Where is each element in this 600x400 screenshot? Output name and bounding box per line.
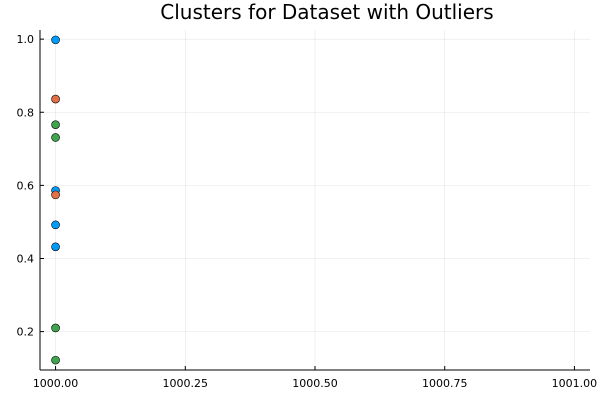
axes: 1000.00 1000.25 1000.50 1000.75 1001.00 0.2 0.… [17, 30, 598, 390]
x-tick-label-3: 1000.75 [422, 377, 468, 390]
data-point-series-1-1 [51, 190, 60, 200]
data-point-series-2-0 [51, 120, 60, 129]
grid [40, 30, 590, 370]
series-1 [51, 94, 60, 200]
chart-title: Clusters for Dataset with Outliers [160, 0, 493, 24]
data-point-series-2-2 [51, 323, 60, 333]
data-point-series-0-2 [51, 220, 60, 230]
y-tick-label-4: 1.0 [17, 33, 35, 46]
data-point-series-0-0 [51, 35, 60, 45]
data-point-series-0-3 [51, 242, 60, 252]
x-tick-label-2: 1000.50 [292, 377, 338, 390]
y-tick-label-1: 0.4 [17, 252, 35, 265]
y-tick-label-0: 0.2 [17, 326, 35, 339]
y-tick-label-3: 0.8 [17, 106, 35, 119]
data-point-series-1-0 [51, 94, 60, 104]
data-point-series-2-1 [51, 133, 60, 142]
x-tick-label-0: 1000.00 [33, 377, 79, 390]
x-tick-label-4: 1001.00 [552, 377, 598, 390]
data-points [51, 35, 60, 365]
data-point-series-2-3 [51, 355, 60, 365]
x-tick-label-1: 1000.25 [163, 377, 209, 390]
y-tick-label-2: 0.6 [17, 179, 35, 192]
series-2 [51, 120, 60, 365]
